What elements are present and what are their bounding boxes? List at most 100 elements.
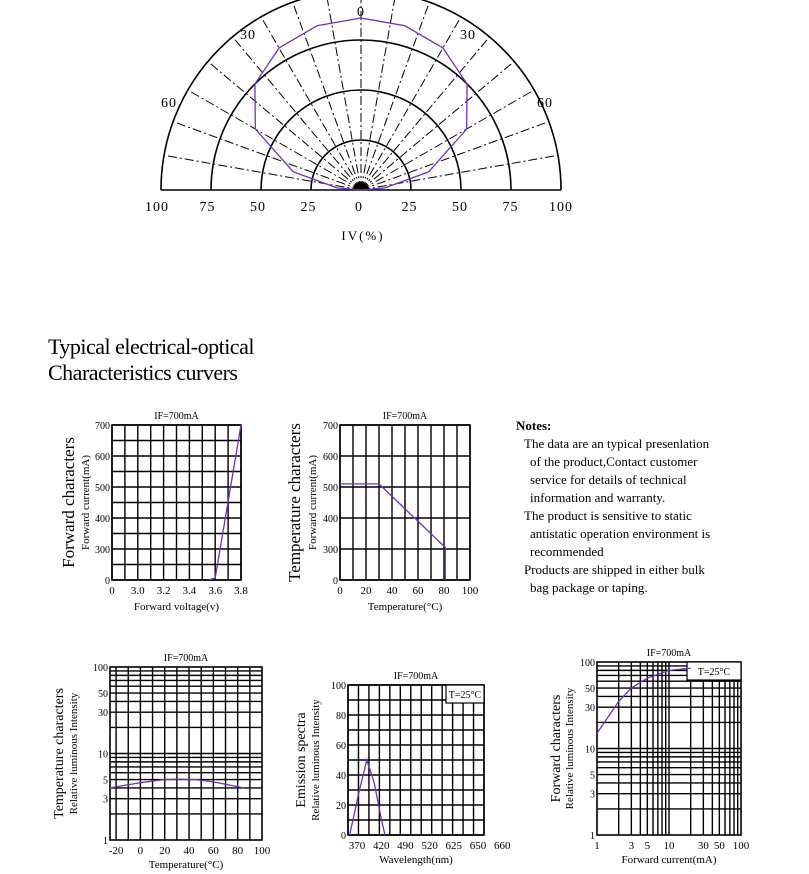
legend-box [686, 661, 742, 681]
radial-gridline [326, 0, 362, 191]
x-tick-label: 0 [138, 845, 144, 857]
y-tick-label: 0 [105, 576, 110, 587]
radial-gridline [187, 89, 362, 191]
y-tick-label: 5 [103, 776, 108, 787]
radial-tick-label: 0 [355, 200, 363, 215]
y-tick-label: 10 [585, 745, 595, 756]
series-curve [208, 424, 242, 581]
y-tick-label: 50 [98, 689, 108, 700]
radial-gridline [360, 121, 550, 191]
x-axis-label: Wavelength(nm) [379, 854, 453, 866]
notes-line: of the product,Contact customer [530, 454, 698, 469]
radial-gridline [360, 0, 396, 191]
x-tick-label: 10 [664, 840, 676, 852]
series-curve [109, 778, 244, 789]
x-tick-label: -20 [109, 845, 124, 857]
x-axis-label: Forward voltage(v) [134, 601, 220, 613]
series-curve [340, 483, 446, 580]
radial-gridline [360, 61, 515, 191]
legend-box [445, 684, 485, 704]
series-curve [349, 757, 386, 836]
y-tick-label: 700 [323, 421, 338, 432]
notes-line: information and warranty. [530, 490, 666, 505]
y-tick-label: 20 [336, 801, 346, 812]
x-axis-label: Temperature(°C) [368, 601, 443, 613]
y-tick-label: 600 [323, 452, 338, 463]
polar-radiation-curve [254, 17, 468, 191]
y-tick-label: 40 [336, 771, 346, 782]
y-tick-label: 60 [336, 741, 346, 752]
radial-gridline [163, 154, 362, 191]
y-tick-label: 100 [331, 681, 346, 692]
x-tick-label: 20 [361, 585, 373, 597]
section-title-line-1: Typical electrical-optical [48, 334, 254, 359]
radial-tick-label: 75 [200, 200, 216, 215]
chart-title: IF=700mA [154, 411, 199, 422]
x-tick-label: 3.6 [208, 585, 222, 597]
y-tick-label: 5 [590, 771, 595, 782]
x-tick-label: 1 [594, 840, 600, 852]
x-tick-label: 5 [645, 840, 651, 852]
y-tick-label: 3 [103, 795, 108, 806]
angle-label: 30 [460, 28, 476, 43]
x-tick-label: 625 [446, 840, 463, 852]
x-tick-label: 660 [494, 840, 511, 852]
y-axis-label: Relative luminous Intensity [564, 687, 576, 809]
polar-center-dot [353, 182, 369, 190]
polar-arc [310, 139, 412, 191]
x-tick-label: 80 [232, 845, 244, 857]
notes-line: The data are an typical presenlation [524, 436, 710, 451]
y-axis-main-label: Emission spectra [294, 712, 309, 808]
x-tick-label: 3.0 [131, 585, 145, 597]
x-tick-label: 0 [109, 585, 115, 597]
notes-line: recommended [530, 544, 604, 559]
plot-frame [347, 684, 485, 836]
x-tick-label: 520 [421, 840, 438, 852]
y-tick-label: 1 [590, 831, 595, 842]
y-tick-label: 0 [333, 576, 338, 587]
radial-tick-label: 50 [250, 200, 266, 215]
x-tick-label: 40 [387, 585, 399, 597]
chart-title: IF=700mA [647, 648, 692, 659]
polar-arc [160, 0, 562, 191]
y-tick-label: 0 [341, 831, 346, 842]
radial-gridline [260, 16, 362, 191]
chart-title: IF=700mA [383, 411, 428, 422]
x-tick-label: 370 [349, 840, 366, 852]
y-axis-label: Forward current(mA) [80, 455, 92, 550]
plot-frame [339, 424, 471, 581]
notes-line: Products are shipped in either bulk [524, 562, 705, 577]
y-tick-label: 300 [323, 545, 338, 556]
radial-tick-label: 50 [452, 200, 468, 215]
y-tick-label: 500 [95, 483, 110, 494]
x-tick-label: 40 [184, 845, 196, 857]
y-tick-label: 50 [585, 684, 595, 695]
x-tick-label: 490 [397, 840, 414, 852]
angle-label: 30 [240, 28, 256, 43]
angle-label: 60 [161, 96, 177, 111]
x-tick-label: 100 [254, 845, 271, 857]
x-tick-label: 60 [413, 585, 425, 597]
x-tick-label: 100 [733, 840, 750, 852]
y-tick-label: 100 [93, 663, 108, 674]
radial-gridline [360, 36, 490, 191]
y-tick-label: 600 [95, 452, 110, 463]
x-tick-label: 420 [373, 840, 390, 852]
x-tick-label: 3.4 [183, 585, 197, 597]
y-axis-main-label: Forward characters [59, 437, 78, 568]
radial-gridline [232, 36, 362, 191]
notes-line: The product is sensitive to static [524, 508, 692, 523]
radial-gridline [360, 89, 535, 191]
angle-label: 60 [537, 96, 553, 111]
x-axis-label: Forward current(mA) [622, 854, 717, 866]
y-axis-label: Relative luminous Intensity [310, 699, 322, 821]
x-tick-label: 3.8 [234, 585, 248, 597]
y-tick-label: 30 [98, 708, 108, 719]
radial-gridline [360, 154, 559, 191]
radial-gridline [360, 16, 462, 191]
x-tick-label: 50 [714, 840, 726, 852]
radial-tick-label: 25 [402, 200, 418, 215]
polar-arc [260, 89, 462, 191]
